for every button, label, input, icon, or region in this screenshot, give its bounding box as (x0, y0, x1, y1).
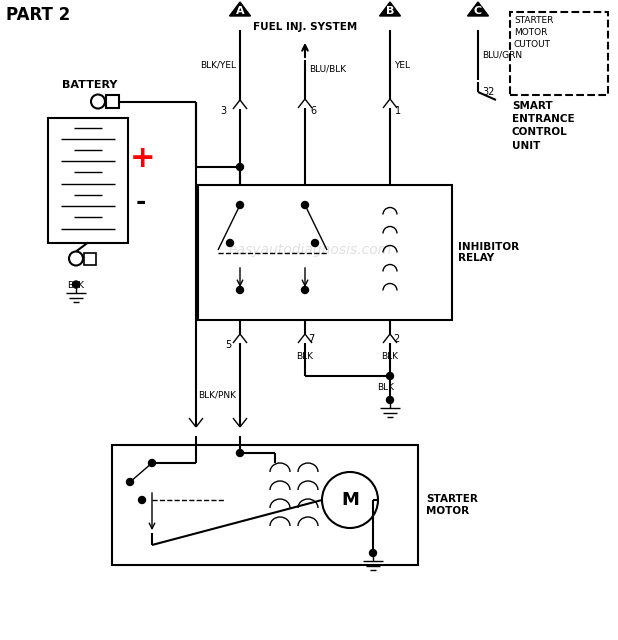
Text: STARTER
MOTOR
CUTOUT: STARTER MOTOR CUTOUT (514, 16, 553, 49)
Circle shape (148, 460, 156, 467)
Text: 3: 3 (220, 106, 226, 116)
Text: 32: 32 (482, 87, 494, 97)
Circle shape (237, 202, 243, 209)
Text: 1: 1 (395, 106, 401, 116)
Text: -: - (136, 190, 146, 214)
Text: 2: 2 (393, 334, 399, 344)
Circle shape (72, 281, 80, 288)
Text: BLK: BLK (67, 280, 85, 289)
Text: FUEL INJ. SYSTEM: FUEL INJ. SYSTEM (253, 22, 357, 32)
Circle shape (227, 239, 234, 246)
Circle shape (138, 497, 145, 504)
Circle shape (237, 163, 243, 170)
Text: 6: 6 (310, 106, 316, 116)
Text: 5: 5 (225, 340, 231, 350)
Text: BLU/BLK: BLU/BLK (309, 65, 346, 74)
Text: +: + (130, 143, 156, 173)
Text: YEL: YEL (394, 61, 410, 70)
Text: PART 2: PART 2 (6, 6, 70, 24)
Circle shape (370, 550, 376, 557)
Bar (48, 118, 128, 243)
Text: M: M (341, 491, 359, 509)
Bar (106, 95, 119, 108)
Text: A: A (235, 6, 244, 16)
Circle shape (237, 449, 243, 456)
Circle shape (302, 202, 308, 209)
Circle shape (311, 239, 318, 246)
Text: B: B (386, 6, 394, 16)
Circle shape (386, 372, 394, 380)
Text: BLK/YEL: BLK/YEL (200, 61, 236, 70)
Circle shape (386, 397, 394, 403)
Text: BLU/GRN: BLU/GRN (482, 51, 522, 60)
Circle shape (127, 479, 133, 486)
Polygon shape (379, 2, 400, 16)
Text: BATTERY: BATTERY (62, 79, 117, 90)
Text: STARTER
MOTOR: STARTER MOTOR (426, 494, 478, 516)
Polygon shape (229, 2, 250, 16)
Bar (198, 185, 452, 320)
Circle shape (302, 287, 308, 294)
Text: BLK: BLK (378, 383, 394, 392)
Polygon shape (467, 2, 488, 16)
Text: INHIBITOR
RELAY: INHIBITOR RELAY (458, 242, 519, 263)
Circle shape (237, 287, 243, 294)
Text: easyautodiagnosis.com: easyautodiagnosis.com (229, 243, 392, 257)
Text: BLK: BLK (297, 352, 313, 361)
Text: BLK: BLK (381, 352, 399, 361)
Bar (112, 445, 418, 565)
Text: SMART
ENTRANCE
CONTROL
UNIT: SMART ENTRANCE CONTROL UNIT (512, 101, 575, 150)
Bar (510, 12, 608, 95)
Text: 7: 7 (308, 334, 314, 344)
Text: C: C (474, 6, 482, 16)
Bar (84, 253, 96, 264)
Text: BLK/PNK: BLK/PNK (198, 390, 236, 399)
